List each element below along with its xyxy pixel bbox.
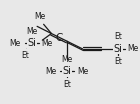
Text: Et: Et (63, 80, 71, 89)
Text: Me: Me (35, 12, 46, 21)
Text: Me: Me (26, 27, 38, 36)
Text: Si: Si (113, 44, 122, 54)
Text: Et: Et (114, 32, 122, 41)
Text: Et: Et (21, 51, 29, 60)
Text: Me: Me (128, 44, 139, 53)
Text: Me: Me (45, 67, 57, 76)
Text: Si: Si (63, 66, 71, 77)
Text: Me: Me (77, 67, 89, 76)
Text: Me: Me (61, 55, 73, 64)
Text: Et: Et (114, 57, 122, 66)
Text: Me: Me (10, 39, 21, 48)
Text: C: C (56, 33, 63, 43)
Text: Si: Si (27, 38, 36, 48)
Text: Me: Me (41, 39, 52, 48)
